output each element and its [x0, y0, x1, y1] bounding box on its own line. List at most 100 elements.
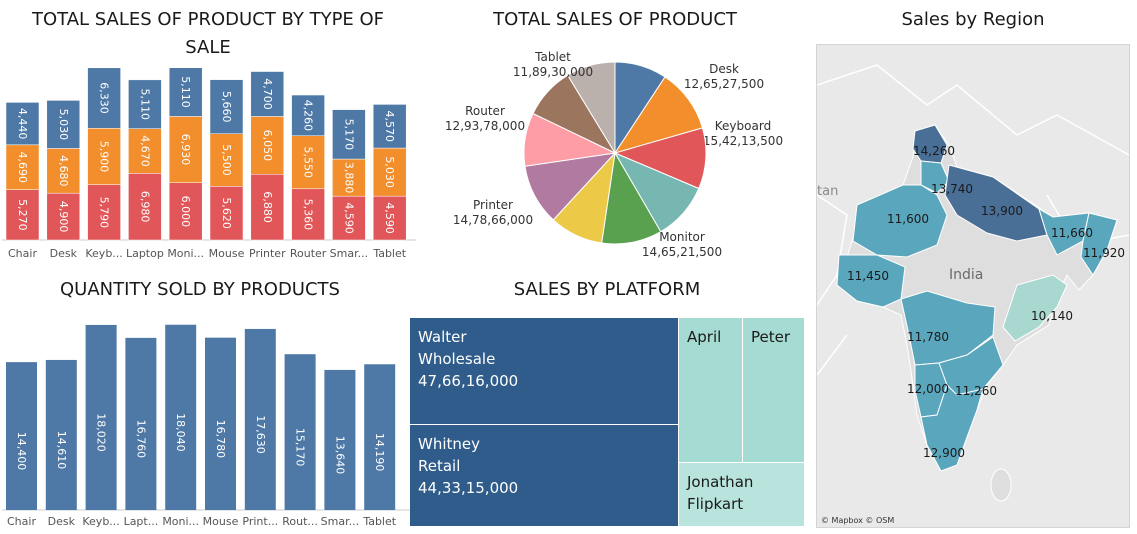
- stacked-bar-segment[interactable]: [291, 188, 325, 241]
- map-canvas: 14,260 13,740 13,900 11,600 11,660 11,92…: [817, 64, 1129, 525]
- stacked-bar-segment[interactable]: [5, 189, 40, 241]
- stacked-bar-segment[interactable]: [332, 195, 366, 241]
- stacked-bar-segment[interactable]: [250, 116, 285, 175]
- treemap-label: Retail: [418, 457, 460, 475]
- data-label: 15,170: [294, 428, 307, 467]
- map-attribution[interactable]: © Mapbox © OSM: [821, 516, 894, 525]
- quantity-bar[interactable]: [284, 354, 316, 510]
- stacked-bar-segment[interactable]: [372, 104, 407, 149]
- stacked-bar-segment[interactable]: [5, 102, 40, 146]
- stacked-bar-segment[interactable]: [128, 128, 162, 174]
- quantity-bar[interactable]: [324, 369, 356, 510]
- treemap-label: Whitney: [418, 435, 480, 453]
- data-label: 4,440: [16, 108, 29, 140]
- slice-label: Tablet: [534, 50, 571, 64]
- treemap-label: Peter: [751, 328, 791, 346]
- stacked-bar-segment[interactable]: [87, 128, 121, 185]
- category-tick-label: Router: [290, 247, 327, 260]
- quantity-bar[interactable]: [125, 337, 157, 510]
- stacked-bar-segment[interactable]: [128, 79, 162, 129]
- stacked-bar-segment[interactable]: [87, 184, 121, 241]
- stacked-bar-segment[interactable]: [372, 195, 407, 241]
- data-label: 4,680: [57, 155, 70, 187]
- data-label: 4,700: [261, 78, 274, 110]
- slice-value-label: 12,93,78,000: [445, 119, 525, 133]
- treemap-cell[interactable]: [679, 318, 742, 462]
- chart-title-sales-by-type: TOTAL SALES OF PRODUCT BY TYPE OF SALE: [31, 9, 385, 58]
- region-11600[interactable]: [852, 184, 948, 258]
- stacked-bar-segment[interactable]: [168, 68, 203, 117]
- stacked-bar-chart: 5,270 4,690 4,440 Chair 4,900 4,680 5,030 Desk 5…: [2, 68, 416, 260]
- treemap-label: April: [687, 328, 721, 346]
- stacked-bar-segment[interactable]: [168, 182, 203, 241]
- region-13740[interactable]: [920, 160, 950, 194]
- country-label: India: [949, 267, 983, 283]
- stacked-bar-segment[interactable]: [209, 79, 244, 134]
- treemap-label: 47,66,16,000: [418, 372, 518, 390]
- region-11920[interactable]: [1080, 212, 1118, 276]
- data-label: 4,590: [383, 202, 396, 234]
- quantity-bar[interactable]: [205, 337, 236, 510]
- data-label: 6,330: [98, 82, 111, 114]
- category-tick-label: Mouse: [203, 515, 239, 528]
- quantity-bar[interactable]: [364, 364, 396, 510]
- region-label: 10,140: [1031, 309, 1073, 323]
- data-label: 3,880: [342, 162, 355, 194]
- region-11450[interactable]: [836, 254, 906, 308]
- quantity-bar[interactable]: [45, 359, 77, 510]
- stacked-bar-segment[interactable]: [46, 192, 81, 241]
- stacked-bar-segment[interactable]: [250, 71, 285, 117]
- quantity-bar[interactable]: [244, 328, 276, 510]
- treemap-cell[interactable]: [743, 318, 804, 462]
- treemap-cell[interactable]: [410, 425, 678, 526]
- quantity-bar[interactable]: [6, 362, 37, 510]
- data-label: 5,620: [220, 197, 233, 229]
- stacked-bar-segment[interactable]: [209, 133, 244, 187]
- region-label: 13,740: [931, 182, 973, 196]
- region-13900[interactable]: [944, 164, 1048, 242]
- slice-value-label: 11,89,30,000: [513, 65, 593, 79]
- slice-value-label: 12,65,27,500: [684, 77, 764, 91]
- stacked-bar-segment[interactable]: [46, 148, 81, 194]
- category-tick-label: Printer: [249, 247, 286, 260]
- slice-label: Printer: [473, 198, 513, 212]
- category-tick-label: Keyb...: [85, 247, 122, 260]
- data-label: 4,900: [57, 201, 70, 233]
- data-label: 14,610: [55, 431, 68, 470]
- map-title: Sales by Region: [901, 9, 1045, 30]
- treemap-label: Jonathan: [686, 473, 753, 491]
- category-tick-label: Chair: [8, 247, 37, 260]
- category-tick-label: Lapt...: [124, 515, 159, 528]
- pie-slice[interactable]: [566, 61, 616, 155]
- category-tick-label: Desk: [48, 515, 76, 528]
- stacked-bar-segment[interactable]: [87, 68, 121, 129]
- data-label: 4,590: [342, 202, 355, 234]
- category-tick-label: Chair: [7, 515, 36, 528]
- data-label: 14,190: [373, 433, 386, 472]
- data-label: 6,880: [261, 191, 274, 223]
- category-tick-label: Desk: [50, 247, 78, 260]
- treemap-cell[interactable]: [410, 318, 678, 424]
- region-12900[interactable]: [920, 384, 984, 472]
- stacked-bar-segment[interactable]: [46, 100, 81, 149]
- stacked-bar-segment[interactable]: [168, 116, 203, 183]
- data-label: 5,660: [220, 91, 233, 123]
- region-map[interactable]: 14,260 13,740 13,900 11,600 11,660 11,92…: [816, 44, 1130, 528]
- stacked-bar-segment[interactable]: [291, 94, 325, 136]
- stacked-bar-segment[interactable]: [5, 144, 40, 190]
- quantity-bar[interactable]: [85, 324, 117, 510]
- stacked-bar-segment[interactable]: [291, 135, 325, 190]
- region-10140[interactable]: [1002, 274, 1068, 342]
- stacked-bar-segment[interactable]: [332, 109, 366, 160]
- slice-value-label: 15,42,13,500: [703, 134, 783, 148]
- stacked-bar-segment[interactable]: [128, 173, 162, 241]
- stacked-bar-segment[interactable]: [250, 174, 285, 241]
- stacked-bar-segment[interactable]: [372, 147, 407, 197]
- treemap-label: Walter: [418, 328, 467, 346]
- treemap-cell[interactable]: [679, 463, 804, 526]
- region-label: 13,900: [981, 204, 1023, 218]
- region-11780[interactable]: [900, 290, 996, 366]
- quantity-bar[interactable]: [165, 324, 197, 510]
- stacked-bar-segment[interactable]: [209, 186, 244, 241]
- stacked-bar-segment[interactable]: [332, 158, 366, 197]
